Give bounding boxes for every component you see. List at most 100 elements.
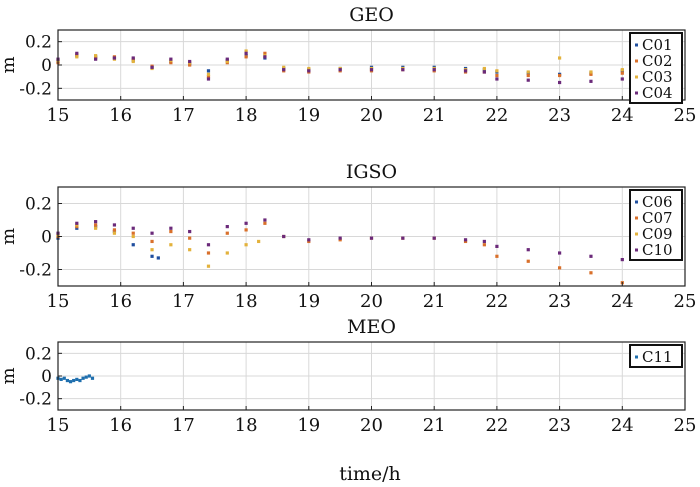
data-point xyxy=(463,238,468,242)
data-point xyxy=(263,55,267,59)
data-point xyxy=(369,68,374,72)
data-point xyxy=(369,236,374,240)
panel-meo: 15 16 17 18 19 20 21 22 23 24 25 0.2 0 -0.2m MEO C11 xyxy=(0,316,696,436)
data-point xyxy=(94,226,98,230)
legend-label: C02 xyxy=(642,52,673,70)
data-point xyxy=(282,65,286,69)
data-point xyxy=(75,377,79,381)
y-tick-label: 0 xyxy=(41,56,52,76)
legend-label: C11 xyxy=(642,348,673,366)
data-point xyxy=(131,226,135,230)
data-point xyxy=(620,68,624,72)
data-point xyxy=(112,223,117,227)
data-point xyxy=(75,226,79,230)
data-point xyxy=(131,234,135,239)
data-point xyxy=(94,223,98,227)
x-tick-label: 17 xyxy=(172,415,195,436)
x-tick-label: 18 xyxy=(235,291,258,312)
data-point xyxy=(65,378,70,383)
x-tick-label: 16 xyxy=(109,415,132,436)
data-point xyxy=(526,78,530,82)
data-point xyxy=(495,254,499,258)
x-tick-label: 16 xyxy=(109,105,132,126)
data-point xyxy=(526,70,530,74)
data-point xyxy=(206,264,211,268)
legend-marker xyxy=(635,248,638,252)
data-point xyxy=(495,69,499,73)
data-point xyxy=(338,68,342,72)
x-tick-label: 15 xyxy=(47,415,70,436)
legend-box xyxy=(629,32,683,104)
legend-marker xyxy=(635,216,638,220)
y-tick-label: 0 xyxy=(41,228,52,248)
data-point xyxy=(169,229,173,234)
data-point xyxy=(244,228,248,232)
legend-box xyxy=(629,189,683,261)
data-point xyxy=(495,77,499,81)
data-point xyxy=(188,229,192,234)
data-point xyxy=(169,61,173,65)
data-point xyxy=(169,226,173,230)
data-point xyxy=(263,218,267,222)
legend: C11 xyxy=(629,344,683,368)
data-point xyxy=(169,57,173,61)
x-tick-label: 20 xyxy=(360,291,383,312)
legend-marker xyxy=(635,232,638,236)
x-tick-label: 18 xyxy=(235,415,258,436)
data-point xyxy=(72,378,76,383)
data-point xyxy=(206,72,211,76)
x-tick-label: 20 xyxy=(360,415,383,436)
data-point xyxy=(244,49,248,53)
data-point xyxy=(206,77,211,81)
x-tick-label: 24 xyxy=(611,105,634,126)
data-point xyxy=(78,378,82,383)
data-point xyxy=(263,221,267,225)
data-point xyxy=(188,248,192,252)
legend-box xyxy=(629,344,683,368)
x-tick-label: 16 xyxy=(109,291,132,312)
data-point xyxy=(225,251,229,255)
x-tick-label: 22 xyxy=(485,415,508,436)
data-point xyxy=(463,69,468,73)
series-c10 xyxy=(56,218,624,262)
legend-marker xyxy=(635,355,638,359)
data-point xyxy=(84,375,88,379)
data-point xyxy=(482,70,486,74)
data-point xyxy=(225,59,229,64)
data-point xyxy=(589,72,593,76)
data-point xyxy=(482,66,486,71)
legend-marker xyxy=(635,75,638,79)
data-point xyxy=(87,374,91,378)
data-point xyxy=(75,51,79,55)
data-point xyxy=(558,56,562,60)
data-point xyxy=(59,377,63,381)
data-point xyxy=(156,256,160,260)
data-point xyxy=(558,266,562,270)
data-point xyxy=(206,75,211,79)
legend-label: C01 xyxy=(642,36,673,54)
data-point xyxy=(112,228,117,232)
data-point xyxy=(188,59,192,64)
x-tick-label: 20 xyxy=(360,105,383,126)
data-point xyxy=(307,238,311,242)
data-point xyxy=(338,236,342,240)
data-point xyxy=(75,223,79,227)
data-point xyxy=(131,56,135,60)
legend-label: C04 xyxy=(642,84,673,102)
data-point xyxy=(188,63,192,67)
data-point xyxy=(112,56,117,60)
data-point xyxy=(206,69,211,73)
data-point xyxy=(401,236,405,240)
data-point xyxy=(244,51,248,55)
x-tick-label: 22 xyxy=(485,105,508,126)
data-point xyxy=(526,73,530,78)
y-axis-label: m xyxy=(0,367,19,384)
data-point xyxy=(589,254,593,258)
series-c04 xyxy=(56,51,624,85)
data-point xyxy=(112,229,117,234)
panel-title: IGSO xyxy=(346,161,397,183)
data-point xyxy=(150,239,154,244)
data-point xyxy=(482,239,486,244)
data-point xyxy=(68,380,73,384)
